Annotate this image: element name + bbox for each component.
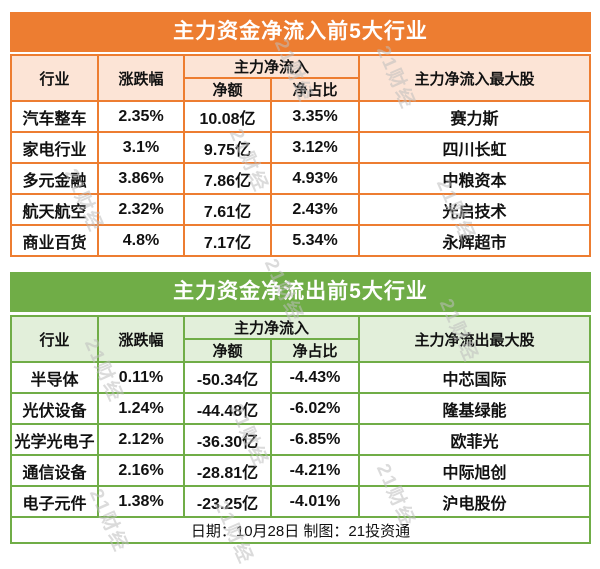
outflow-col-header-net-amount: 净额	[183, 338, 272, 363]
cell-industry: 商业百货	[10, 224, 99, 257]
inflow-section: 主力资金净流入前5大行业 行业 涨跌幅 主力净流入 主力净流入最大股 净额 净占…	[10, 12, 591, 257]
cell-top-stock: 中芯国际	[358, 361, 591, 394]
footer-row: 日期：10月28日 制图：21投资通	[10, 516, 591, 544]
cell-top-stock: 隆基绿能	[358, 392, 591, 425]
cell-change: 0.11%	[97, 361, 185, 394]
table-row: 汽车整车 2.35% 10.08亿 3.35% 赛力斯	[10, 100, 591, 133]
inflow-col-header-industry: 行业	[10, 54, 99, 102]
cell-change: 4.8%	[97, 224, 185, 257]
cell-top-stock: 赛力斯	[358, 100, 591, 133]
cell-industry: 电子元件	[10, 485, 99, 518]
cell-change: 2.35%	[97, 100, 185, 133]
outflow-title-banner: 主力资金净流出前5大行业	[10, 272, 591, 312]
cell-industry: 半导体	[10, 361, 99, 394]
inflow-title-banner: 主力资金净流入前5大行业	[10, 12, 591, 52]
cell-change: 1.24%	[97, 392, 185, 425]
cell-net-ratio: -4.21%	[269, 454, 361, 487]
cell-net-ratio: 4.93%	[269, 162, 361, 195]
cell-change: 2.12%	[97, 423, 185, 456]
cell-net-ratio: 3.35%	[269, 100, 361, 133]
cell-top-stock: 欧菲光	[358, 423, 591, 456]
table-row: 通信设备 2.16% -28.81亿 -4.21% 中际旭创	[10, 454, 591, 487]
cell-change: 3.86%	[97, 162, 185, 195]
cell-net-amount: -23.25亿	[183, 485, 272, 518]
cell-net-amount: 7.17亿	[183, 224, 272, 257]
table-row: 电子元件 1.38% -23.25亿 -4.01% 沪电股份	[10, 485, 591, 518]
table-row: 航天航空 2.32% 7.61亿 2.43% 光启技术	[10, 193, 591, 226]
cell-top-stock: 中粮资本	[358, 162, 591, 195]
table-row: 多元金融 3.86% 7.86亿 4.93% 中粮资本	[10, 162, 591, 195]
inflow-col-header-net-ratio: 净占比	[269, 77, 361, 102]
cell-net-ratio: -4.43%	[269, 361, 361, 394]
cell-net-amount: 10.08亿	[183, 100, 272, 133]
cell-top-stock: 永辉超市	[358, 224, 591, 257]
table-row: 商业百货 4.8% 7.17亿 5.34% 永辉超市	[10, 224, 591, 257]
cell-net-ratio: 5.34%	[269, 224, 361, 257]
inflow-col-header-top-stock: 主力净流入最大股	[358, 54, 591, 102]
cell-industry: 多元金融	[10, 162, 99, 195]
table-row: 家电行业 3.1% 9.75亿 3.12% 四川长虹	[10, 131, 591, 164]
cell-industry: 通信设备	[10, 454, 99, 487]
cell-net-amount: -28.81亿	[183, 454, 272, 487]
cell-net-amount: -50.34亿	[183, 361, 272, 394]
outflow-col-header-net-ratio: 净占比	[269, 338, 361, 363]
cell-industry: 光伏设备	[10, 392, 99, 425]
outflow-section: 主力资金净流出前5大行业 行业 涨跌幅 主力净流入 主力净流出最大股 净额 净占…	[10, 272, 591, 544]
cell-net-ratio: 2.43%	[269, 193, 361, 226]
cell-top-stock: 中际旭创	[358, 454, 591, 487]
inflow-col-header-net-amount: 净额	[183, 77, 272, 102]
cell-net-amount: 7.86亿	[183, 162, 272, 195]
cell-change: 2.16%	[97, 454, 185, 487]
cell-industry: 汽车整车	[10, 100, 99, 133]
cell-industry: 光学光电子	[10, 423, 99, 456]
cell-top-stock: 四川长虹	[358, 131, 591, 164]
cell-change: 1.38%	[97, 485, 185, 518]
cell-net-ratio: 3.12%	[269, 131, 361, 164]
cell-net-amount: 7.61亿	[183, 193, 272, 226]
cell-industry: 航天航空	[10, 193, 99, 226]
cell-net-amount: -44.48亿	[183, 392, 272, 425]
cell-net-ratio: -4.01%	[269, 485, 361, 518]
table-row: 半导体 0.11% -50.34亿 -4.43% 中芯国际	[10, 361, 591, 394]
cell-net-ratio: -6.85%	[269, 423, 361, 456]
inflow-col-header-change: 涨跌幅	[97, 54, 185, 102]
cell-change: 3.1%	[97, 131, 185, 164]
cell-top-stock: 光启技术	[358, 193, 591, 226]
inflow-col-header-netflow-group: 主力净流入	[182, 54, 361, 79]
outflow-col-header-top-stock: 主力净流出最大股	[358, 315, 591, 363]
cell-net-amount: 9.75亿	[183, 131, 272, 164]
cell-change: 2.32%	[97, 193, 185, 226]
outflow-col-header-netflow-group: 主力净流入	[182, 315, 361, 340]
table-row: 光学光电子 2.12% -36.30亿 -6.85% 欧菲光	[10, 423, 591, 456]
outflow-col-header-industry: 行业	[10, 315, 99, 363]
cell-net-ratio: -6.02%	[269, 392, 361, 425]
outflow-col-header-change: 涨跌幅	[97, 315, 185, 363]
cell-net-amount: -36.30亿	[183, 423, 272, 456]
outflow-table: 行业 涨跌幅 主力净流入 主力净流出最大股 净额 净占比 半导体 0.11% -…	[10, 315, 591, 544]
footer-note: 日期：10月28日 制图：21投资通	[10, 516, 591, 544]
cell-top-stock: 沪电股份	[358, 485, 591, 518]
inflow-table: 行业 涨跌幅 主力净流入 主力净流入最大股 净额 净占比 汽车整车 2.35% …	[10, 54, 591, 257]
table-row: 光伏设备 1.24% -44.48亿 -6.02% 隆基绿能	[10, 392, 591, 425]
cell-industry: 家电行业	[10, 131, 99, 164]
